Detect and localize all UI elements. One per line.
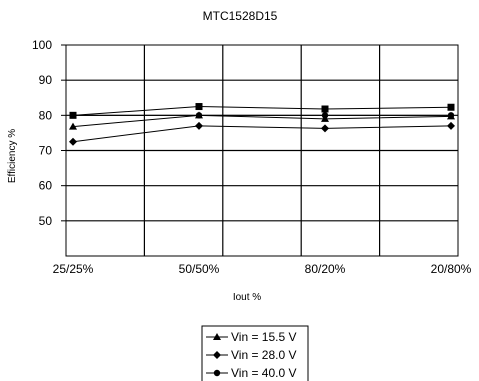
data-point-circle [447, 112, 455, 119]
data-point-triangle [69, 122, 77, 130]
series-group [69, 103, 455, 146]
x-tick-label: 25/25% [53, 262, 94, 276]
data-point-circle [213, 369, 221, 377]
data-point-square [321, 105, 329, 113]
legend-label: Vin = 15.5 V [231, 330, 297, 344]
data-point-circle [321, 112, 329, 119]
y-tick-label: 70 [39, 144, 53, 158]
x-tick-label: 20/80% [431, 262, 472, 276]
data-point-diamond [447, 121, 455, 130]
y-tick-label: 100 [32, 38, 52, 52]
y-tick-label: 60 [39, 179, 53, 193]
data-point-diamond [69, 137, 77, 146]
x-tick-label: 80/20% [305, 262, 346, 276]
x-tick-labels: 25/25% 50/50% 80/20% 20/80% [53, 262, 472, 276]
legend-label: Vin = 28.0 V [231, 348, 297, 362]
legend: Vin = 15.5 V Vin = 28.0 V Vin = 40.0 V [201, 325, 309, 381]
chart-title: MTC1528D15 [203, 9, 278, 23]
x-tick-label: 50/50% [179, 262, 220, 276]
data-point-square [69, 111, 77, 119]
legend-item: Vin = 40.0 V [206, 366, 297, 380]
y-tick-label: 90 [39, 73, 53, 87]
legend-item: Vin = 28.0 V [206, 348, 297, 362]
data-point-circle [195, 112, 203, 119]
y-tick-label: 80 [39, 108, 53, 122]
series-square [69, 103, 455, 119]
data-point-triangle [213, 333, 221, 340]
x-axis-label: Iout % [233, 292, 261, 303]
series-line [72, 114, 452, 128]
series-line [72, 125, 452, 143]
series-line [72, 106, 452, 116]
data-point-square [195, 103, 203, 111]
data-point-diamond [195, 121, 203, 130]
series-diamond [69, 121, 455, 146]
data-point-square [447, 103, 455, 111]
y-tick-labels: 50 60 70 80 90 100 [32, 38, 66, 228]
legend-label: Vin = 40.0 V [231, 366, 297, 380]
grid [65, 44, 459, 257]
data-point-diamond [213, 351, 221, 359]
y-axis-label: Efficiency % [7, 129, 18, 183]
legend-item: Vin = 15.5 V [206, 330, 297, 344]
y-tick-label: 50 [39, 214, 53, 228]
data-point-diamond [321, 124, 329, 133]
